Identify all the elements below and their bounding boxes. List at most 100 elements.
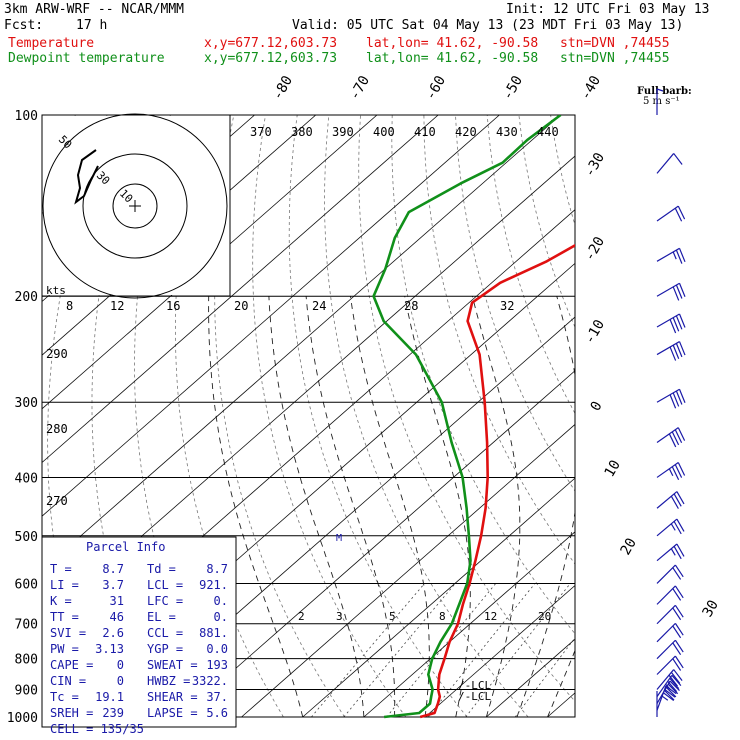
- wind-barb-feather: [672, 658, 682, 671]
- wind-barb-feather: [678, 341, 686, 356]
- parcel-value-left: 3.13: [95, 642, 124, 656]
- valid-time: Valid: 05 UTC Sat 04 May 13 (23 MDT Fri …: [292, 18, 684, 33]
- dewpoint-profile: [372, 115, 562, 719]
- wind-barb: [656, 88, 664, 115]
- speed-scale-label: 8: [66, 299, 73, 313]
- speed-scale-label: 16: [166, 299, 180, 313]
- wind-barb-feather: [673, 493, 682, 507]
- parcel-key-left: LI =: [50, 578, 79, 592]
- dry-adiabat: [677, 115, 740, 717]
- isotherm: [547, 692, 575, 718]
- speed-scale-label: 12: [110, 299, 124, 313]
- wind-barb-feather: [677, 462, 686, 476]
- wind-barb-feather: [672, 588, 682, 601]
- wind-barb-feather: [674, 464, 683, 478]
- wind-barb-staff: [656, 674, 673, 697]
- theta-left-label: 280: [46, 422, 68, 436]
- isotherm-label: -80: [270, 73, 297, 103]
- parcel-key-left: CAPE =: [50, 658, 93, 672]
- wind-barb-feather: [674, 429, 683, 443]
- isotherm-label: -40: [578, 73, 605, 103]
- dry-adiabat: [391, 115, 575, 635]
- wind-barb-feather: [676, 518, 685, 532]
- wind-barb-feather: [673, 546, 682, 560]
- parcel-key-right: CCL =: [147, 626, 183, 640]
- wind-barb-feather: [672, 392, 680, 407]
- hodograph-ring: [82, 153, 188, 259]
- lcl-marker: M: [336, 533, 342, 544]
- parcel-value-right: 37.: [206, 690, 228, 704]
- parcel-value-left: 8.7: [102, 562, 124, 576]
- wind-barb-staff: [656, 427, 679, 444]
- dewpoint-legend-label: Dewpoint temperature: [8, 51, 165, 66]
- wind-barb-feather: [664, 688, 676, 698]
- dewpoint-xy: x,y=677.12,603.73: [204, 51, 338, 66]
- wind-barb: [656, 427, 686, 448]
- parcel-value-left: 46: [110, 610, 124, 624]
- isotherm: [42, 115, 378, 410]
- wind-barb-feather: [669, 319, 677, 334]
- moist-adiabat: [547, 649, 575, 718]
- speed-scale-label: 20: [234, 299, 248, 313]
- wind-barb-staff: [656, 604, 676, 625]
- wind-barb-feather: [669, 394, 677, 409]
- wind-barb-staff: [656, 282, 680, 297]
- dry-adiabat: [252, 115, 407, 718]
- pressure-tick-label: 600: [15, 577, 38, 592]
- wind-barb-feather: [673, 669, 683, 682]
- dry-adiabat: [91, 115, 162, 718]
- parcel-key-right: SHEAR =: [147, 690, 198, 704]
- parcel-value-left: 19.1: [95, 690, 124, 704]
- wind-barb-staff: [656, 655, 676, 675]
- mixing-ratio-label: 5: [389, 610, 396, 623]
- wind-barb: [656, 543, 685, 562]
- theta-label: 430: [496, 125, 518, 139]
- theta-left-label: 270: [46, 494, 68, 508]
- temperature-station: stn=DVN ,74455: [560, 36, 670, 51]
- wind-barb-feather: [669, 677, 680, 690]
- parcel-value-left: 0: [117, 674, 124, 688]
- pressure-tick-label: 800: [15, 653, 38, 668]
- wind-barb: [656, 313, 686, 334]
- isotherm: [486, 638, 575, 718]
- dewpoint-latlon: lat,lon= 41.62, -90.58: [366, 51, 539, 66]
- wind-barb-staff: [656, 639, 676, 660]
- wind-barb: [656, 462, 686, 481]
- wind-barb-staff: [656, 585, 676, 605]
- theta-label: 390: [332, 125, 354, 139]
- parcel-value-right: 881.: [199, 626, 228, 640]
- isotherm-label: -10: [582, 317, 609, 347]
- wind-barb: [656, 518, 685, 537]
- temperature-latlon: lat,lon= 41.62, -90.58: [366, 36, 539, 51]
- plot-frame: [41, 114, 576, 718]
- dewpoint-station: stn=DVN ,74455: [560, 51, 670, 66]
- theta-label: 400: [373, 125, 395, 139]
- isotherm: [609, 115, 740, 717]
- mixing-ratio-label: 20: [538, 610, 551, 623]
- wind-barb: [656, 680, 680, 704]
- wind-barb: [656, 639, 684, 660]
- wind-barb-feather: [669, 680, 680, 692]
- isotherm-label: 0: [588, 399, 606, 414]
- parcel-value-right: 5.6: [206, 706, 228, 720]
- theta-label: 440: [537, 125, 559, 139]
- wind-barb-half-feather: [656, 88, 664, 92]
- isotherm-label: -30: [582, 150, 609, 180]
- wind-barb: [656, 341, 686, 361]
- parcel-key-left: TT =: [50, 610, 79, 624]
- dry-adiabat: [646, 115, 740, 717]
- moist-adiabat: [268, 296, 365, 718]
- theta-label: 410: [414, 125, 436, 139]
- forecast-label: Fcst:: [4, 18, 44, 33]
- parcel-key-left: K =: [50, 594, 72, 608]
- isotherm: [42, 115, 439, 464]
- dry-adiabat: [174, 115, 284, 718]
- pressure-tick-label: 900: [15, 683, 38, 698]
- wind-barb-feather: [673, 153, 683, 165]
- profile-series: [372, 115, 575, 719]
- parcel-key-left: PW =: [50, 642, 79, 656]
- parcel-value-left: 2.6: [102, 626, 124, 640]
- wind-barb-feather: [677, 427, 686, 441]
- parcel-value-right: 921.: [199, 578, 228, 592]
